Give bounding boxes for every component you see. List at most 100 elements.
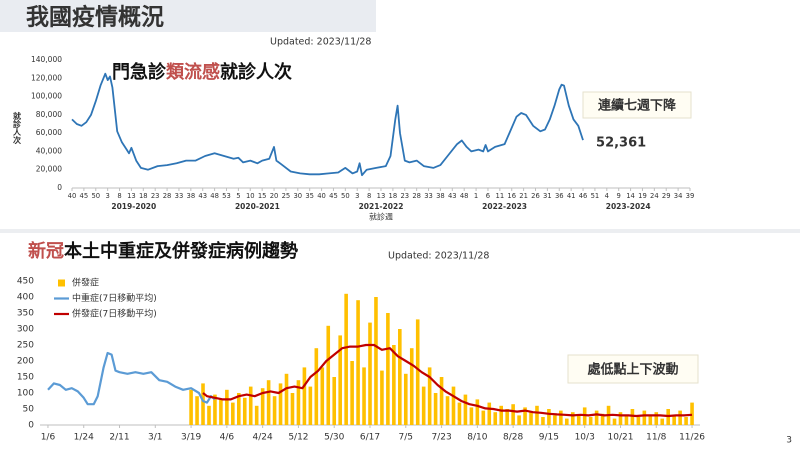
bar bbox=[588, 417, 593, 425]
annotation: 連續七週下降 bbox=[598, 98, 677, 114]
y-tick-label: 100,000 bbox=[31, 92, 62, 101]
bar bbox=[362, 367, 366, 425]
bar bbox=[529, 412, 533, 425]
x-tick-label: 1/6 bbox=[41, 433, 56, 443]
bar bbox=[535, 405, 539, 425]
annotation: 處低點上下波動 bbox=[587, 362, 678, 378]
bar bbox=[403, 373, 408, 425]
chart-title: 門急診類流感就診人次 bbox=[112, 61, 292, 83]
x-tick-label: 3/1 bbox=[148, 433, 162, 443]
bar bbox=[648, 415, 653, 425]
chart-title: 新冠本土中重症及併發症病例趨勢 bbox=[28, 240, 298, 262]
bar bbox=[594, 410, 599, 425]
x-tick-label: 5 bbox=[236, 192, 240, 200]
line bbox=[47, 351, 216, 406]
bar bbox=[189, 389, 193, 425]
x-tick-label: 10/21 bbox=[608, 433, 634, 443]
x-tick-label: 13 bbox=[377, 192, 386, 200]
bar bbox=[308, 386, 313, 425]
title-part: 本土中重症及併發症病例趨勢 bbox=[64, 240, 298, 262]
bar bbox=[624, 415, 629, 425]
y-tick-label: 200 bbox=[17, 357, 34, 367]
y-axis-label: 就診人次 bbox=[12, 111, 22, 145]
value-label: 52,361 bbox=[596, 136, 646, 151]
x-tick-label: 4/6 bbox=[220, 433, 235, 443]
y-tick-label: 150 bbox=[17, 373, 34, 383]
bar bbox=[511, 404, 515, 425]
bar bbox=[427, 367, 432, 425]
bar bbox=[332, 377, 337, 425]
bar bbox=[195, 396, 199, 425]
x-tick-label: 10/3 bbox=[575, 433, 595, 443]
y-tick-label: 100 bbox=[17, 389, 34, 399]
y-tick-label: 250 bbox=[17, 341, 34, 351]
bar bbox=[409, 348, 414, 425]
x-tick-label: 2/11 bbox=[109, 433, 129, 443]
bar bbox=[314, 348, 319, 425]
y-tick-label: 50 bbox=[23, 405, 35, 415]
bar bbox=[219, 399, 223, 425]
x-tick-label: 5/30 bbox=[324, 433, 344, 443]
x-tick-label: 30 bbox=[293, 192, 302, 200]
bar bbox=[439, 377, 444, 425]
bar bbox=[338, 335, 342, 425]
x-tick-label: 38 bbox=[187, 192, 196, 200]
bar bbox=[547, 409, 551, 425]
x-tick-label: 39 bbox=[686, 192, 695, 200]
bar bbox=[660, 418, 665, 425]
x-tick-label: 24 bbox=[650, 192, 659, 200]
bar bbox=[553, 415, 557, 425]
x-tick-label: 3 bbox=[355, 192, 359, 200]
bar bbox=[523, 407, 527, 425]
title-part: 就診人次 bbox=[220, 61, 292, 83]
bar bbox=[344, 293, 348, 425]
y-tick-label: 80,000 bbox=[36, 110, 62, 119]
bar bbox=[278, 383, 283, 425]
x-tick-label: 43 bbox=[198, 192, 207, 200]
bar bbox=[201, 383, 205, 425]
bar bbox=[636, 417, 641, 425]
bar bbox=[433, 393, 438, 425]
bar bbox=[290, 393, 295, 425]
x-tick-label: 13 bbox=[127, 192, 136, 200]
x-tick-label: 15 bbox=[258, 192, 267, 200]
x-tick-label: 18 bbox=[389, 192, 398, 200]
annotation-box bbox=[582, 91, 692, 119]
bar bbox=[368, 322, 372, 425]
x-tick-label: 35 bbox=[305, 192, 314, 200]
updated-date: Updated: 2023/11/28 bbox=[270, 37, 371, 48]
bar bbox=[618, 412, 623, 425]
bar bbox=[475, 399, 480, 425]
x-tick-label: 50 bbox=[91, 192, 100, 200]
bar bbox=[642, 410, 647, 425]
season-label: 2019-2020 bbox=[111, 202, 156, 211]
x-tick-label: 36 bbox=[555, 192, 564, 200]
x-tick-label: 31 bbox=[543, 192, 552, 200]
y-tick-label: 60,000 bbox=[36, 128, 62, 137]
x-tick-label: 25 bbox=[282, 192, 291, 200]
bar bbox=[254, 405, 259, 425]
bar bbox=[236, 393, 241, 425]
x-tick-label: 16 bbox=[507, 192, 516, 200]
y-tick-label: 140,000 bbox=[31, 55, 62, 64]
x-tick-label: 1/24 bbox=[74, 433, 94, 443]
x-tick-label: 8/10 bbox=[467, 433, 487, 443]
x-tick-label: 8/28 bbox=[503, 433, 523, 443]
separator bbox=[0, 229, 800, 233]
y-tick-label: 120,000 bbox=[31, 73, 62, 82]
bar bbox=[672, 415, 676, 425]
x-tick-label: 26 bbox=[531, 192, 540, 200]
bar bbox=[600, 413, 605, 425]
bar bbox=[678, 410, 682, 425]
bar bbox=[463, 394, 468, 425]
y-tick-label: 450 bbox=[17, 277, 34, 287]
x-tick-label: 23 bbox=[400, 192, 409, 200]
bar bbox=[231, 402, 235, 425]
x-tick-label: 33 bbox=[175, 192, 184, 200]
x-tick-label: 38 bbox=[436, 192, 445, 200]
bar bbox=[487, 402, 492, 425]
x-axis-label: 就診週 bbox=[369, 212, 393, 222]
x-tick-label: 3 bbox=[105, 192, 109, 200]
x-tick-label: 5/12 bbox=[288, 433, 308, 443]
bar bbox=[260, 388, 265, 425]
